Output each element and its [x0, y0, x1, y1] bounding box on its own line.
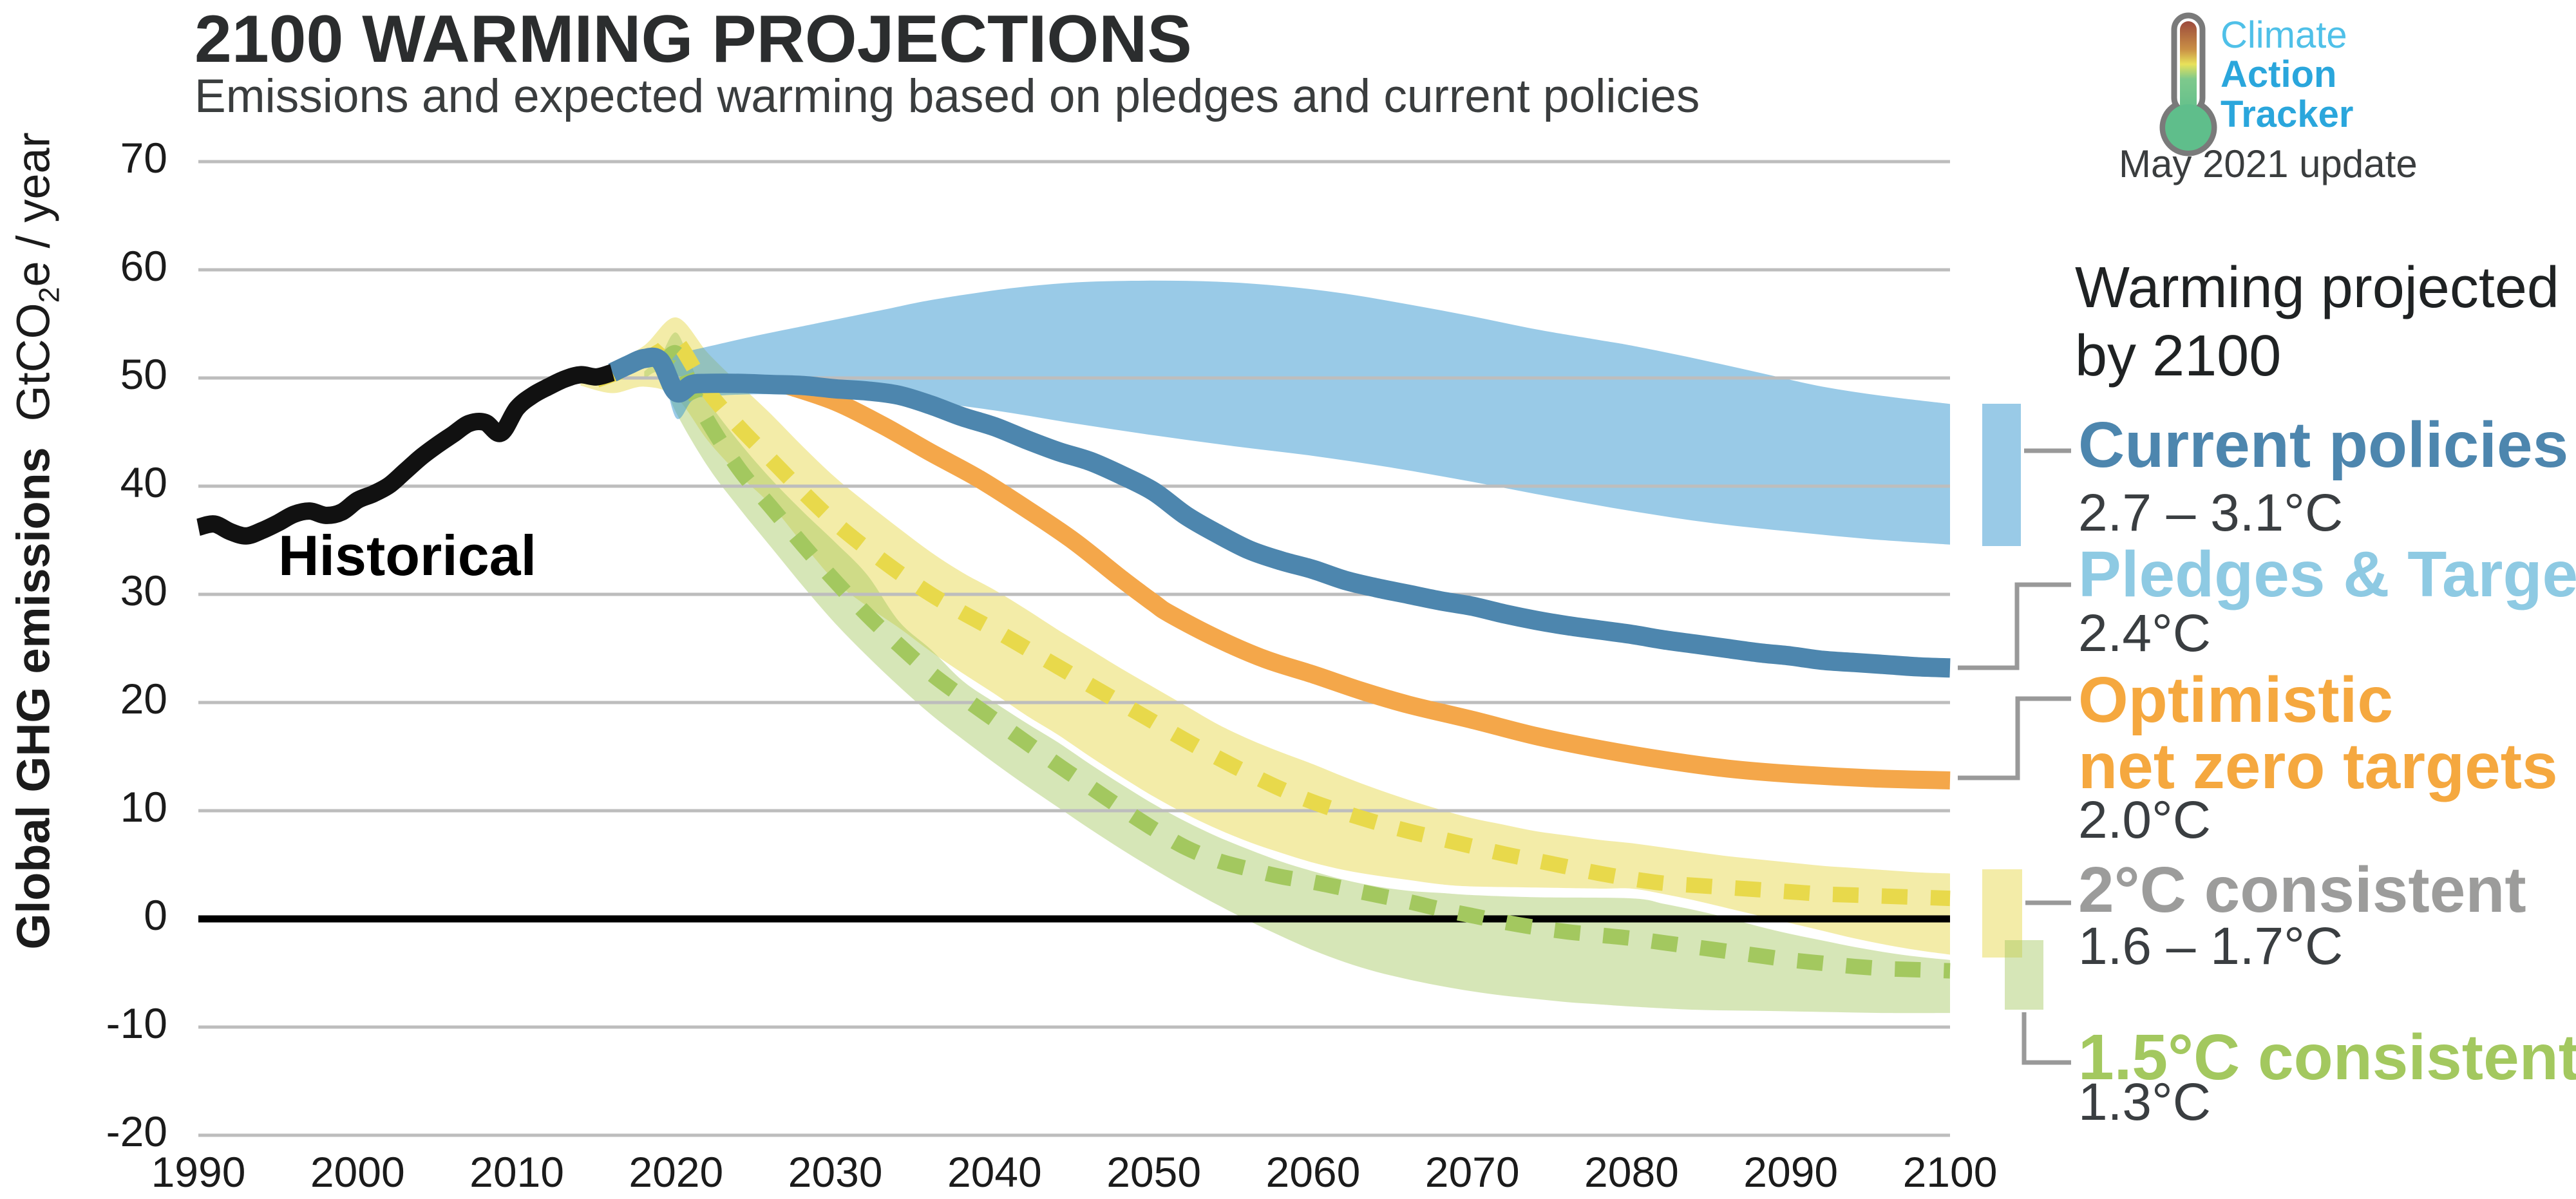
- band-current-policies-band: [644, 280, 1950, 545]
- logo-word-tracker: Tracker: [2221, 93, 2354, 135]
- series-pledges-&-targets: [608, 347, 1951, 678]
- legend-temp-2c: 1.6 – 1.7°C: [2078, 917, 2344, 976]
- y-tick-30: 30: [120, 567, 167, 614]
- x-tick-2030: 2030: [788, 1148, 883, 1196]
- connector-pledges-targets: [1958, 582, 2071, 670]
- x-tick-2010: 2010: [469, 1148, 564, 1196]
- x-tick-2020: 2020: [629, 1148, 724, 1196]
- update-date: May 2021 update: [2119, 142, 2418, 185]
- legend-label-optimistic: Optimistic net zero targets: [2078, 664, 2558, 802]
- page-title: 2100 WARMING PROJECTIONS: [194, 2, 1192, 77]
- y-tick-0: 0: [144, 891, 167, 939]
- y-tick-60: 60: [120, 242, 167, 290]
- x-tick-1990: 1990: [151, 1148, 246, 1196]
- swatch-15c-range: [2005, 940, 2043, 1010]
- logo-wordmark: Climate Action Tracker: [2221, 14, 2354, 135]
- x-tick-2090: 2090: [1743, 1148, 1839, 1196]
- y-tick-10: 10: [120, 783, 167, 831]
- legend-temp-optimistic: 2.0°C: [2078, 791, 2211, 849]
- legend-label-15c: 1.5°C consistent: [2078, 1021, 2576, 1093]
- legend-temp-pledges-targets: 2.4°C: [2078, 604, 2211, 663]
- y-tick-20: 20: [120, 675, 167, 722]
- legend-label-pledges-targets: Pledges & Targets: [2078, 538, 2576, 610]
- x-tick-2070: 2070: [1425, 1148, 1520, 1196]
- legend-temp-15c: 1.3°C: [2078, 1073, 2211, 1131]
- y-tick-50: 50: [120, 350, 167, 398]
- logo-word-climate: Climate: [2221, 14, 2347, 56]
- swatch-current-policies-range: [1982, 404, 2021, 546]
- band-1.5c-consistent-band: [644, 332, 1950, 1014]
- legend-temp-current-policies: 2.7 – 3.1°C: [2078, 484, 2344, 542]
- thermometer-icon: [2156, 12, 2227, 160]
- x-tick-2000: 2000: [310, 1148, 405, 1196]
- connector-optimistic: [1958, 696, 2071, 780]
- page-subtitle: Emissions and expected warming based on …: [194, 70, 1700, 122]
- y-tick--20: -20: [106, 1108, 167, 1155]
- x-tick-2100: 2100: [1902, 1148, 1998, 1196]
- x-tick-2040: 2040: [947, 1148, 1042, 1196]
- x-tick-2060: 2060: [1265, 1148, 1361, 1196]
- series-historical: [196, 364, 615, 545]
- series-optimistic-net-zero-targets: [784, 377, 1951, 789]
- swatch-2c-range: [1982, 869, 2022, 958]
- logo-word-action: Action: [2221, 53, 2337, 96]
- y-tick-70: 70: [120, 134, 167, 182]
- series-1.5c-consistent: [654, 345, 1951, 979]
- x-tick-2050: 2050: [1106, 1148, 1202, 1196]
- y-tick-40: 40: [120, 458, 167, 506]
- legend-heading: Warming projected by 2100: [2075, 256, 2559, 389]
- connector-15c: [2022, 1012, 2071, 1065]
- x-tick-2080: 2080: [1584, 1148, 1679, 1196]
- historical-label: Historical: [278, 524, 537, 587]
- legend-label-2c: 2°C consistent: [2078, 854, 2526, 926]
- y-tick--10: -10: [106, 999, 167, 1047]
- legend-label-current-policies: Current policies: [2078, 409, 2569, 481]
